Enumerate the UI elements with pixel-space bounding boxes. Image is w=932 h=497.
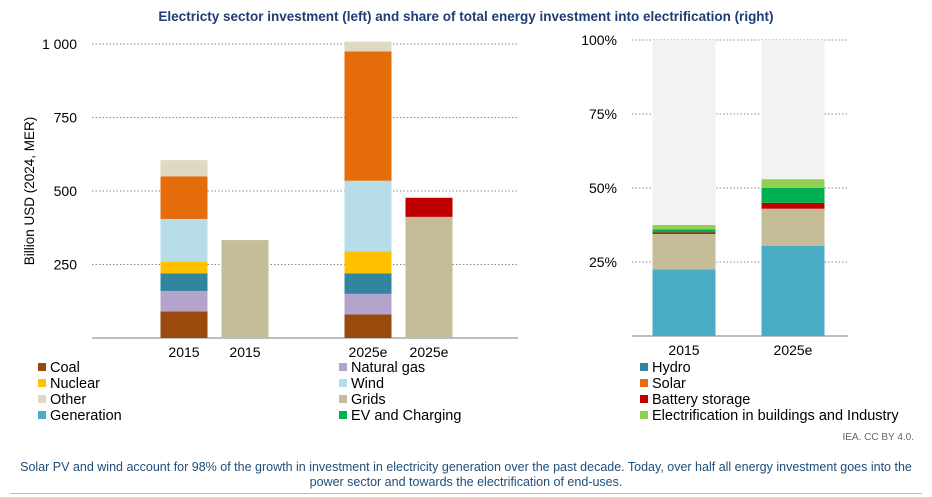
bar-segment-grids: [652, 233, 716, 270]
right-share-chart: 25% 50% 75% 100% 2015 2025e: [581, 32, 848, 358]
legend: Coal Natural gas Hydro Nuclear Wind Solar Othe…: [38, 360, 899, 424]
bar-segment-electrification-in-buildings-and-industry: [761, 179, 825, 188]
bar-segment-generation: [761, 245, 825, 336]
x-tick-label: 2015: [229, 344, 260, 360]
bar-segment-battery-storage: [652, 232, 716, 234]
legend-swatch-coal: [38, 363, 46, 371]
bar-segment-hydro: [160, 273, 208, 291]
legend-label-coal: Coal: [50, 360, 80, 376]
legend-label-grids: Grids: [351, 392, 386, 408]
legend-swatch-wind: [339, 379, 347, 387]
bar-segment-grids: [761, 208, 825, 246]
legend-label-ev-and-charging: EV and Charging: [351, 408, 461, 424]
bar-segment-ev-and-charging: [652, 229, 716, 233]
bar-segment-grids: [221, 240, 269, 338]
y-tick-label: 250: [54, 257, 78, 273]
bar-segment-remainder: [761, 40, 825, 180]
x-tick-label: 2025e: [410, 344, 449, 360]
legend-swatch-electrification-in-buildings-and-industry: [640, 411, 648, 419]
bar-segment-remainder: [652, 40, 716, 225]
legend-swatch-solar: [640, 379, 648, 387]
bar-segment-nuclear: [344, 251, 392, 274]
legend-swatch-battery-storage: [640, 395, 648, 403]
legend-swatch-nuclear: [38, 379, 46, 387]
legend-swatch-other: [38, 395, 46, 403]
bar-segment-nuclear: [160, 261, 208, 274]
legend-swatch-hydro: [640, 363, 648, 371]
bar-segment-solar: [160, 176, 208, 219]
legend-label-battery-storage: Battery storage: [652, 392, 750, 408]
credit-text: IEA. CC BY 4.0.: [842, 432, 914, 443]
legend-label-other: Other: [50, 392, 86, 408]
legend-swatch-grids: [339, 395, 347, 403]
bar-segment-solar: [344, 51, 392, 181]
bar-segment-natural-gas: [160, 290, 208, 312]
bar-segment-electrification-in-buildings-and-industry: [652, 225, 716, 230]
bar-segment-coal: [160, 311, 208, 338]
y-tick-label: 25%: [589, 254, 617, 270]
bar-segment-ev-and-charging: [761, 188, 825, 203]
legend-label-solar: Solar: [652, 376, 686, 392]
caption-text: Solar PV and wind account for 98% of the…: [20, 460, 912, 489]
legend-label-natural-gas: Natural gas: [351, 360, 425, 376]
bar-segment-other: [160, 160, 208, 177]
x-tick-label: 2025e: [349, 344, 388, 360]
bar-segment-wind: [160, 218, 208, 262]
legend-swatch-ev-and-charging: [339, 411, 347, 419]
bar-segment-battery-storage: [761, 202, 825, 209]
legend-swatch-generation: [38, 411, 46, 419]
y-tick-label: 500: [54, 183, 78, 199]
legend-label-generation: Generation: [50, 408, 122, 424]
x-tick-label: 2015: [668, 342, 699, 358]
legend-label-electrification-in-buildings-and-industry: Electrification in buildings and Industr…: [652, 408, 899, 424]
bar-segment-hydro: [344, 273, 392, 294]
legend-label-wind: Wind: [351, 376, 384, 392]
y-tick-label: 750: [54, 110, 78, 126]
bar-segment-wind: [344, 180, 392, 252]
y-axis-label: Billion USD (2024, MER): [22, 117, 37, 266]
y-tick-label: 100%: [581, 32, 617, 48]
legend-swatch-natural-gas: [339, 363, 347, 371]
bar-segment-natural-gas: [344, 293, 392, 315]
bar-segment-other: [344, 41, 392, 52]
chart-title: Electricty sector investment (left) and …: [158, 9, 774, 24]
left-investment-chart: 250 500 750 1 000 Billion USD (2024, MER) 201…: [22, 36, 518, 360]
x-tick-label: 2015: [168, 344, 199, 360]
legend-label-nuclear: Nuclear: [50, 376, 100, 392]
bar-segment-coal: [344, 314, 392, 338]
y-tick-label: 50%: [589, 180, 617, 196]
bar-segment-battery-storage: [405, 197, 453, 217]
y-tick-label: 1 000: [42, 36, 77, 52]
legend-label-hydro: Hydro: [652, 360, 691, 376]
caption-divider: [10, 493, 922, 494]
bar-segment-grids: [405, 216, 453, 338]
bar-segment-generation: [652, 269, 716, 336]
y-tick-label: 75%: [589, 106, 617, 122]
x-tick-label: 2025e: [774, 342, 813, 358]
